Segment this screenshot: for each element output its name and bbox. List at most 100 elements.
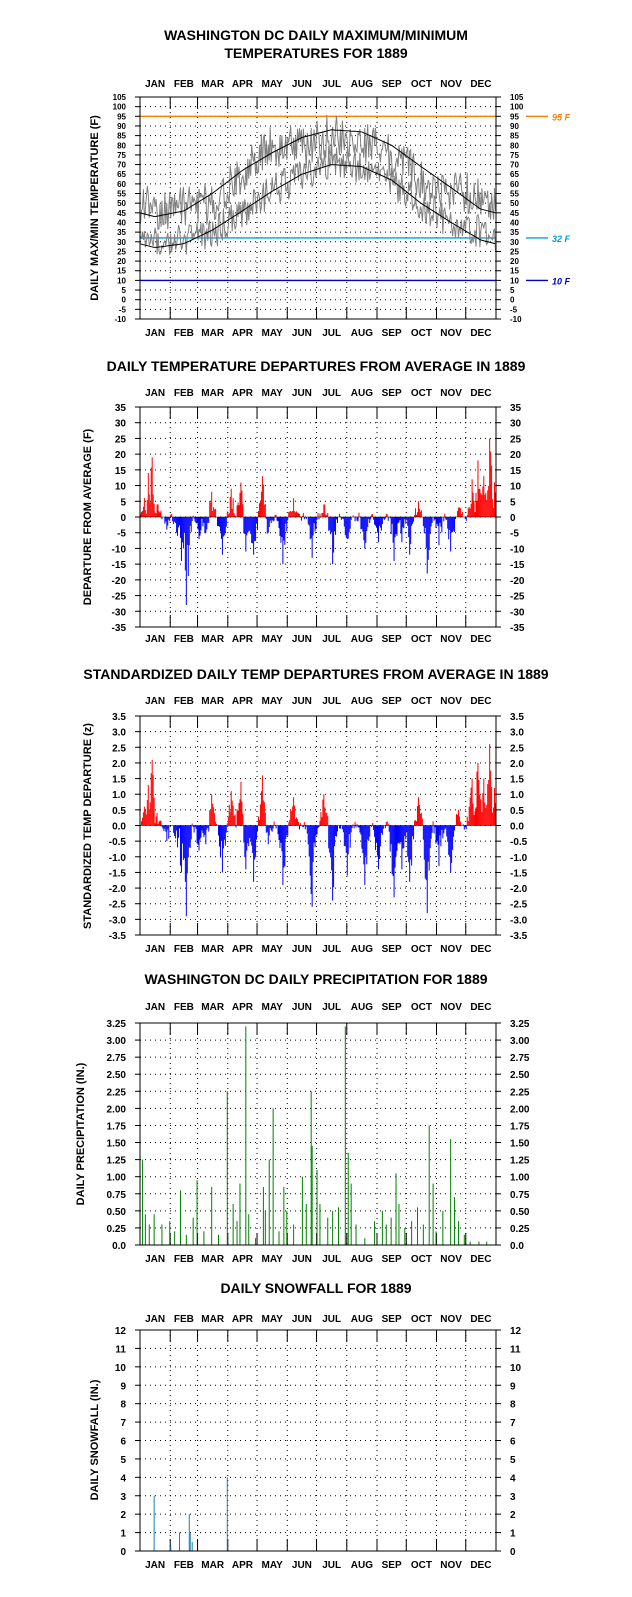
y-tick-label-right: 10: [510, 482, 522, 493]
month-label-top: OCT: [411, 1002, 432, 1013]
month-label-top: MAR: [201, 1002, 225, 1013]
month-label-top: DEC: [470, 1314, 491, 1325]
y-tick-label-right: 0: [510, 1547, 516, 1558]
y-tick-label-right: -10: [510, 544, 525, 555]
y-tick-label-right: 9: [510, 1381, 516, 1392]
y-tick-label-left: -15: [112, 560, 127, 571]
month-label-bottom: JUN: [292, 634, 312, 645]
month-label-top: DEC: [470, 79, 491, 90]
y-tick-label-left: -10: [114, 315, 126, 324]
y-tick-label-left: 6: [120, 1437, 126, 1448]
month-label-bottom: SEP: [382, 944, 402, 955]
y-tick-label-right: 90: [510, 122, 519, 131]
y-tick-label-left: 11: [115, 1344, 126, 1355]
month-label-bottom: NOV: [440, 1560, 462, 1571]
month-label-top: DEC: [470, 388, 491, 399]
month-label-top: SEP: [382, 388, 402, 399]
y-tick-label-left: 1.5: [112, 775, 126, 786]
y-tick-label-left: 2.50: [107, 1070, 127, 1081]
month-label-top: MAY: [262, 79, 284, 90]
month-label-top: JAN: [145, 696, 165, 707]
month-label-bottom: DEC: [470, 328, 491, 339]
normal-low-line: [139, 164, 496, 248]
month-label-bottom: AUG: [351, 328, 373, 339]
y-tick-label-right: -3.0: [510, 915, 528, 926]
y-tick-label-left: 80: [117, 141, 126, 150]
month-label-bottom: JUN: [292, 328, 312, 339]
y-tick-label-left: 20: [117, 257, 126, 266]
y-axis-label: DAILY SNOWFALL (IN.): [89, 1379, 101, 1500]
y-tick-label-left: 30: [115, 419, 127, 430]
y-tick-label-left: 7: [120, 1418, 126, 1429]
month-label-top: JAN: [145, 1002, 165, 1013]
y-tick-label-left: 0.50: [107, 1207, 127, 1218]
y-tick-label-left: 0.5: [112, 806, 126, 817]
y-tick-label-left: 0: [120, 513, 126, 524]
y-tick-label-right: 10: [510, 276, 519, 285]
y-tick-label-left: -2.5: [109, 900, 127, 911]
y-tick-label-left: -2.0: [109, 884, 127, 895]
month-label-top: OCT: [411, 79, 432, 90]
y-tick-label-left: -35: [112, 623, 127, 634]
month-label-bottom: JAN: [145, 944, 165, 955]
y-tick-label-right: 1.5: [510, 775, 524, 786]
precipitation-bars: [141, 1026, 488, 1245]
month-label-top: MAR: [201, 696, 225, 707]
y-tick-label-right: -5: [510, 305, 518, 314]
month-label-bottom: MAY: [262, 634, 284, 645]
month-label-bottom: DEC: [470, 1560, 491, 1571]
y-tick-label-left: 1.0: [112, 790, 126, 801]
y-axis-label: STANDARDIZED TEMP DEPARTURE (z): [82, 723, 94, 929]
y-tick-label-right: 35: [510, 403, 522, 414]
month-label-bottom: JUN: [292, 1560, 312, 1571]
month-label-bottom: JUL: [322, 944, 341, 955]
y-tick-label-left: 2.00: [107, 1104, 127, 1115]
y-tick-label-left: 70: [117, 161, 126, 170]
month-label-top: FEB: [174, 1314, 194, 1325]
chart-title: DAILY TEMPERATURE DEPARTURES FROM AVERAG…: [107, 358, 526, 374]
month-label-bottom: JUN: [292, 944, 312, 955]
y-tick-label-right: 0: [510, 513, 516, 524]
y-tick-label-left: -1.0: [109, 853, 127, 864]
y-tick-label-right: 6: [510, 1437, 516, 1448]
month-label-top: SEP: [382, 1002, 402, 1013]
departure-bars: [140, 744, 497, 917]
y-tick-label-right: 3.0: [510, 728, 524, 739]
y-tick-label-left: 2.0: [112, 759, 126, 770]
month-label-top: JUL: [322, 1002, 341, 1013]
y-tick-label-right: 7: [510, 1418, 516, 1429]
y-tick-label-right: 12: [510, 1326, 522, 1337]
y-tick-label-right: -3.5: [510, 931, 528, 942]
y-tick-label-right: 2: [510, 1510, 516, 1521]
month-label-top: NOV: [440, 696, 462, 707]
month-label-top: NOV: [440, 1314, 462, 1325]
y-tick-label-left: -30: [112, 607, 127, 618]
month-label-top: OCT: [411, 696, 432, 707]
month-label-top: APR: [232, 1002, 254, 1013]
y-tick-label-left: 35: [115, 403, 127, 414]
y-tick-label-right: -25: [510, 592, 525, 603]
y-tick-label-right: -35: [510, 623, 525, 634]
month-label-top: DEC: [470, 696, 491, 707]
reference-label-32: 32 F: [552, 234, 571, 244]
month-label-bottom: AUG: [351, 1560, 373, 1571]
y-tick-label-left: 60: [117, 180, 126, 189]
y-tick-label-left: 65: [117, 170, 126, 179]
y-tick-label-left: 75: [117, 151, 126, 160]
y-tick-label-right: 65: [510, 170, 519, 179]
y-tick-label-left: -5: [117, 529, 126, 540]
month-label-bottom: OCT: [411, 1254, 432, 1265]
month-label-bottom: MAY: [262, 944, 284, 955]
y-tick-label-left: 2.5: [112, 743, 126, 754]
month-label-bottom: APR: [232, 328, 254, 339]
month-label-top: NOV: [440, 388, 462, 399]
month-label-bottom: JAN: [145, 1254, 165, 1265]
y-tick-label-left: -3.5: [109, 931, 127, 942]
y-tick-label-left: 5: [120, 1455, 126, 1466]
y-tick-label-right: 15: [510, 466, 522, 477]
y-tick-label-left: 55: [117, 190, 126, 199]
y-tick-label-left: 2.75: [107, 1053, 127, 1064]
y-tick-label-left: 15: [115, 466, 127, 477]
y-tick-label-left: 10: [117, 276, 126, 285]
